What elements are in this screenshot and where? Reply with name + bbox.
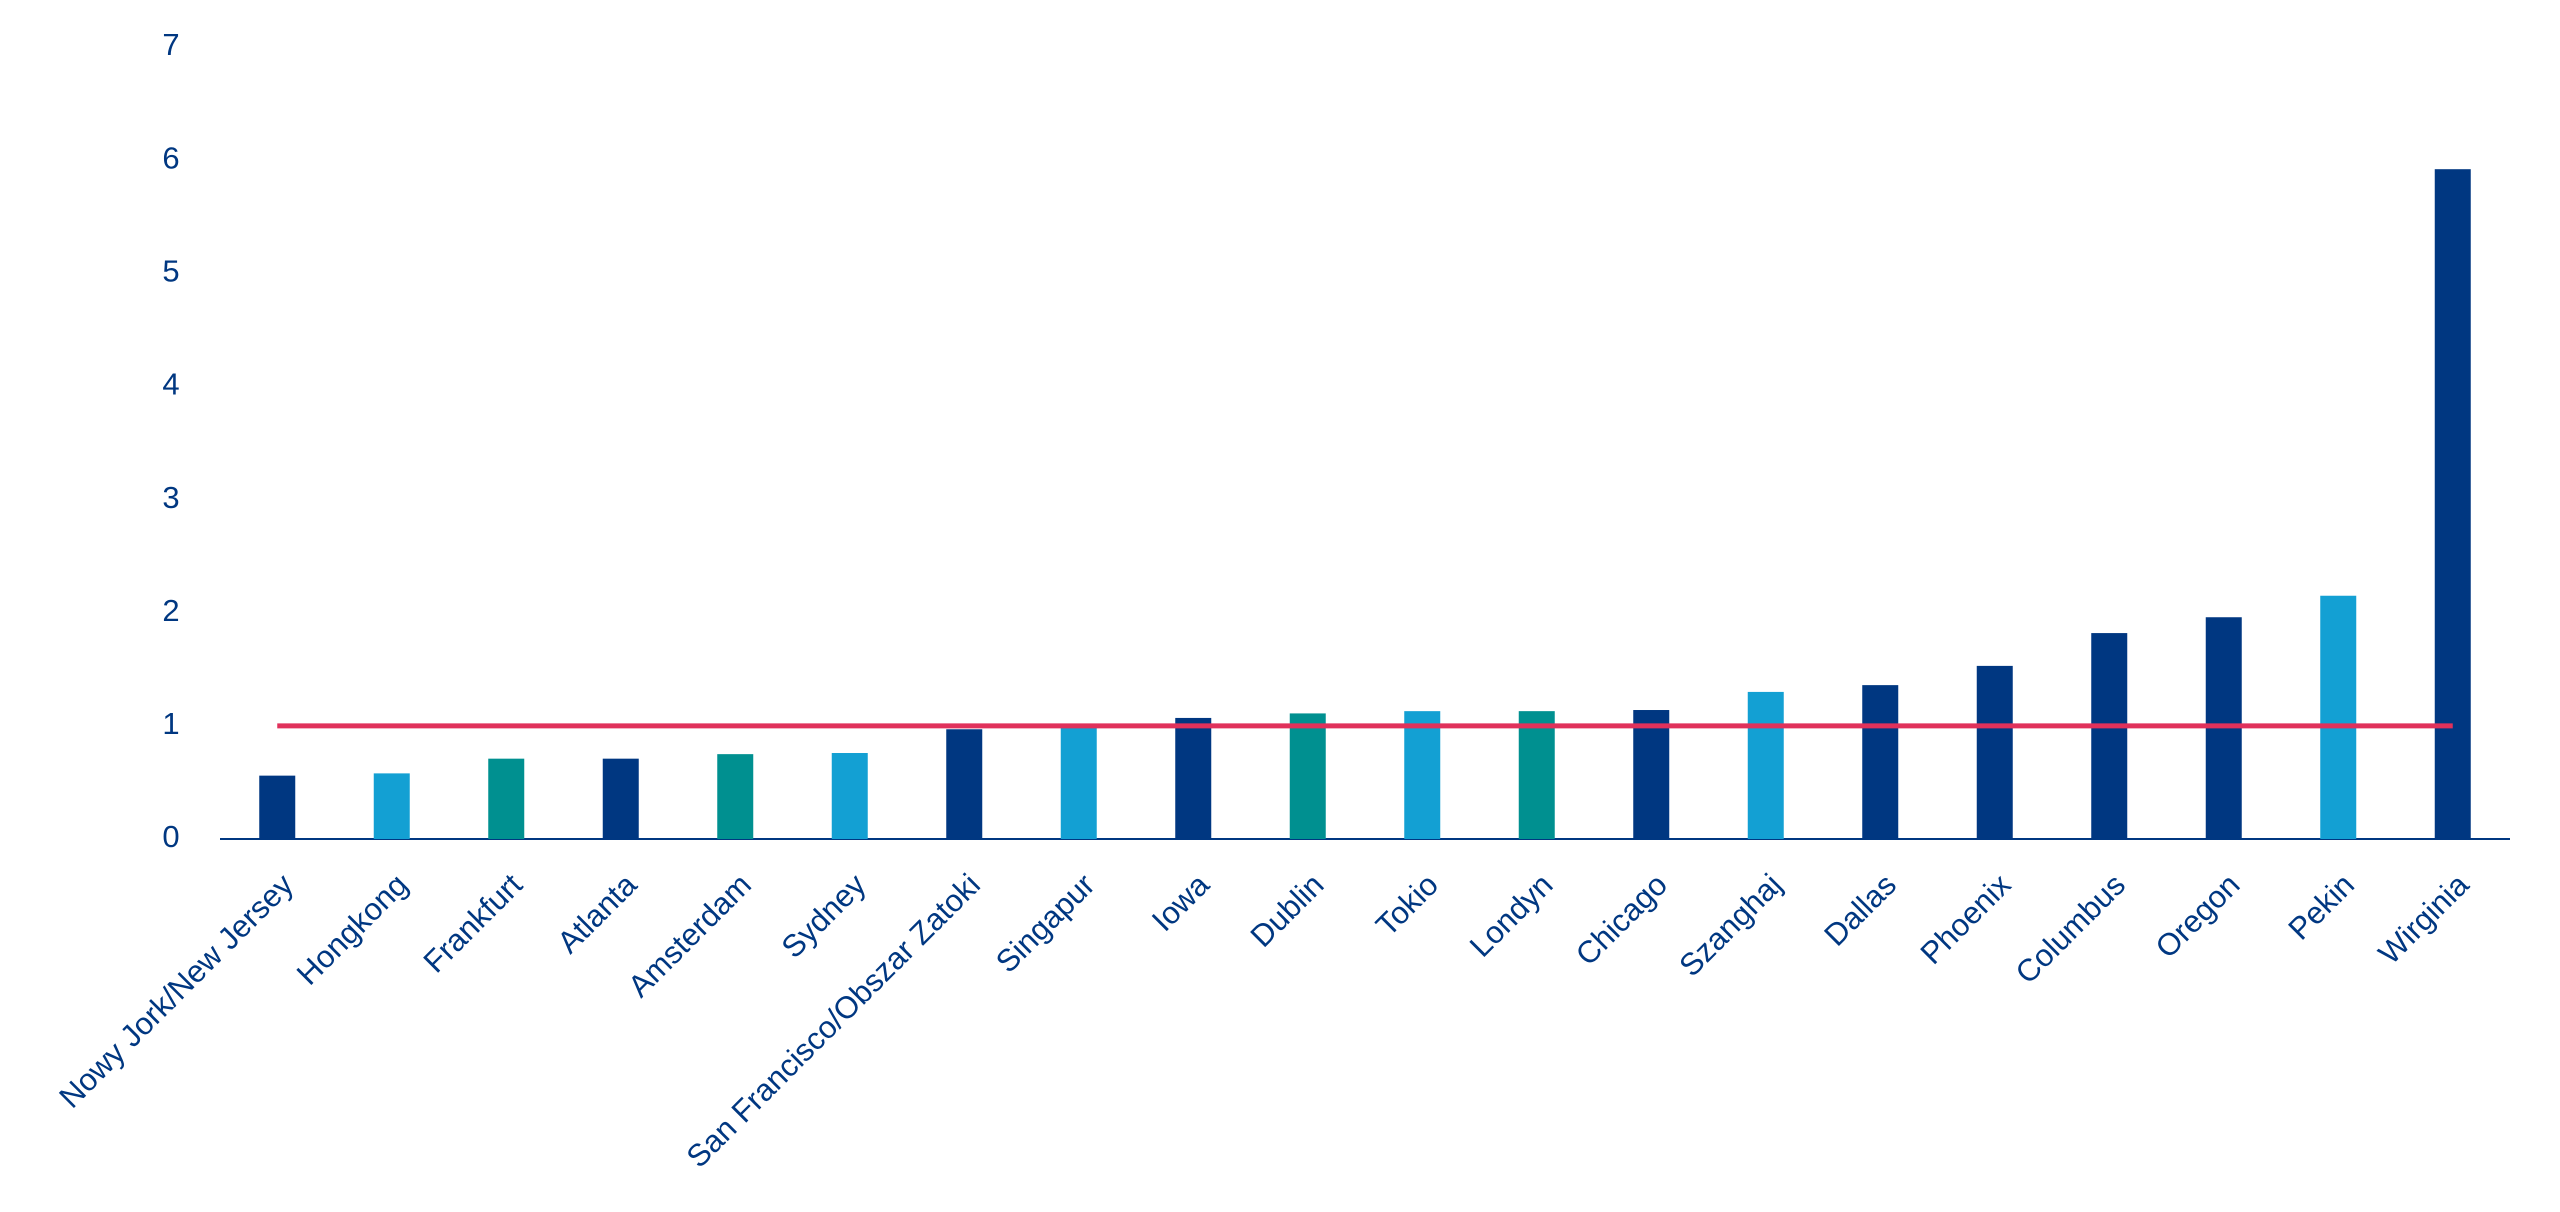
bar bbox=[1289, 713, 1326, 839]
x-tick-label: Atlanta bbox=[550, 866, 644, 960]
bar bbox=[1862, 685, 1899, 839]
x-tick-label: Nowy Jork/New Jersey bbox=[52, 867, 300, 1115]
bar bbox=[946, 729, 983, 839]
y-tick-label: 4 bbox=[162, 367, 179, 402]
bar bbox=[1404, 711, 1441, 839]
y-tick-label: 5 bbox=[162, 253, 179, 288]
bar bbox=[602, 758, 639, 839]
x-tick-label: Columbus bbox=[2009, 867, 2132, 990]
x-tick-label: Phoenix bbox=[1914, 867, 2018, 971]
x-tick-label: Iowa bbox=[1145, 866, 1217, 938]
y-tick-label: 3 bbox=[162, 480, 179, 515]
bar bbox=[717, 754, 754, 839]
bar bbox=[1175, 717, 1212, 839]
x-tick-label: Szanghaj bbox=[1672, 867, 1788, 983]
y-tick-label: 7 bbox=[162, 27, 179, 62]
x-tick-label: Chicago bbox=[1569, 867, 1674, 972]
bar bbox=[1518, 711, 1555, 839]
bar bbox=[831, 753, 868, 839]
y-tick-label: 2 bbox=[162, 593, 179, 628]
x-tick-label: Tokio bbox=[1369, 867, 1445, 943]
bar bbox=[373, 773, 410, 839]
x-tick-label: Amsterdam bbox=[621, 867, 758, 1004]
x-tick-label: Hongkong bbox=[290, 867, 415, 992]
bar bbox=[1060, 725, 1097, 839]
bar bbox=[488, 758, 525, 839]
bar bbox=[1747, 691, 1784, 839]
y-tick-label: 6 bbox=[162, 140, 179, 175]
x-tick-label: Dublin bbox=[1244, 867, 1331, 954]
x-tick-label: Singapur bbox=[989, 867, 1101, 979]
y-tick-label: 0 bbox=[162, 819, 179, 854]
y-tick-label: 1 bbox=[162, 706, 179, 741]
bar bbox=[1976, 665, 2013, 839]
x-tick-label: Wirginia bbox=[2372, 866, 2476, 970]
bar bbox=[2320, 595, 2357, 839]
x-tick-label: Pekin bbox=[2281, 867, 2361, 947]
bar bbox=[2434, 169, 2471, 840]
bar bbox=[2091, 633, 2128, 839]
x-tick-label: Dallas bbox=[1817, 867, 1903, 953]
bar bbox=[259, 775, 296, 839]
x-tick-label: Oregon bbox=[2149, 867, 2247, 965]
x-tick-label: Sydney bbox=[775, 867, 873, 965]
bar bbox=[1633, 710, 1670, 839]
x-tick-label: Londyn bbox=[1463, 867, 1560, 964]
x-tick-label: Frankfurt bbox=[417, 867, 530, 980]
